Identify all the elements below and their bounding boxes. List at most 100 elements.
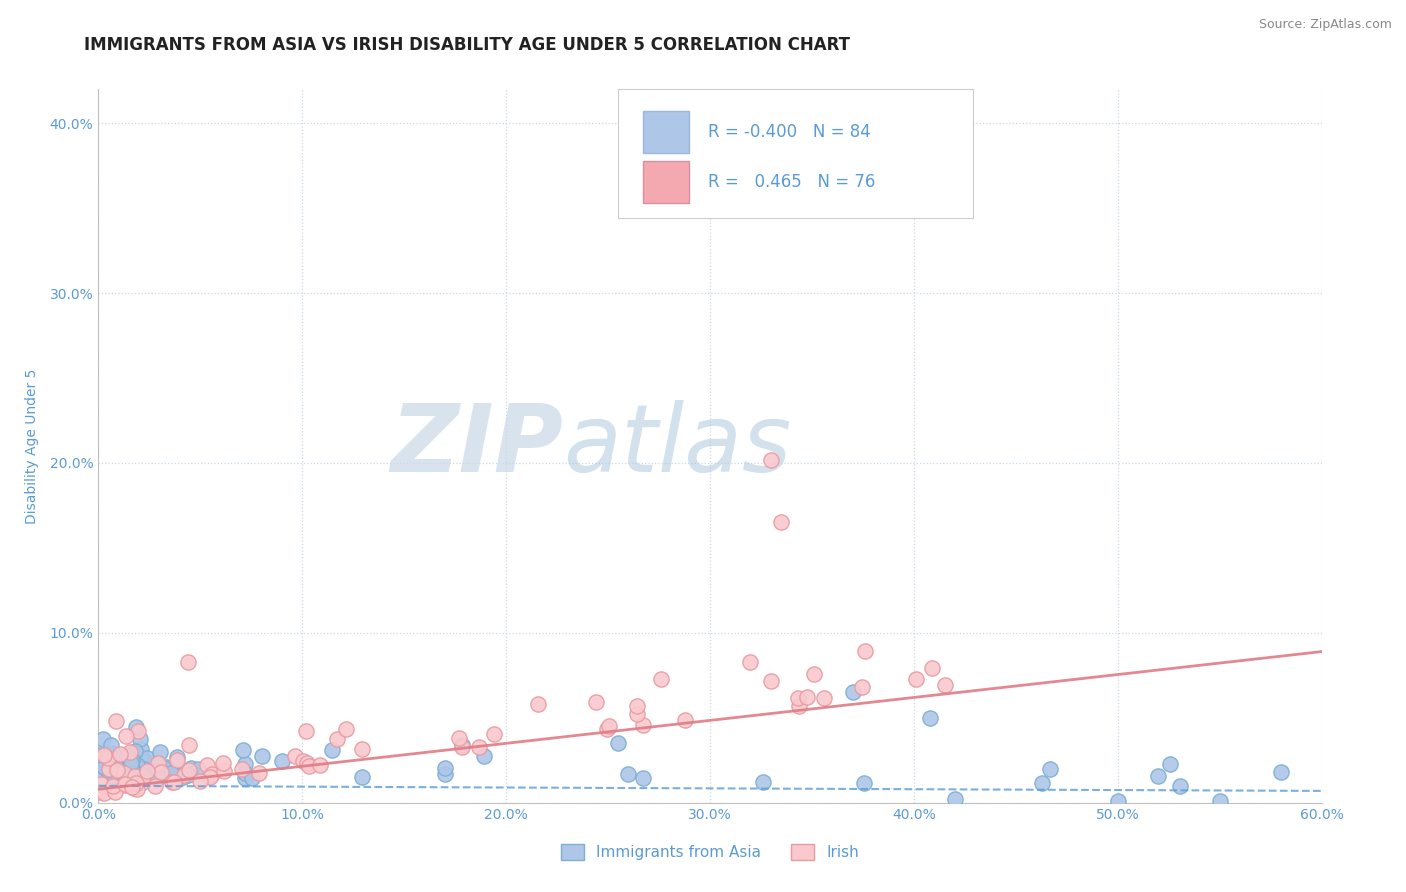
Point <box>121 753 143 767</box>
Point <box>1170 779 1192 793</box>
Point <box>905 673 928 687</box>
Point <box>160 766 183 780</box>
Point <box>841 685 863 699</box>
Point <box>107 770 129 784</box>
Point <box>650 672 672 686</box>
Point <box>127 723 149 738</box>
Point <box>606 736 628 750</box>
Point <box>250 748 273 763</box>
Point <box>121 780 143 795</box>
Point <box>115 748 138 763</box>
Point <box>796 690 818 705</box>
Text: Source: ZipAtlas.com: Source: ZipAtlas.com <box>1258 18 1392 31</box>
Point <box>107 749 129 764</box>
Point <box>484 727 506 741</box>
Point <box>321 742 343 756</box>
Point <box>232 743 254 757</box>
Text: R = -0.400   N = 84: R = -0.400 N = 84 <box>707 123 870 141</box>
Point <box>91 753 114 767</box>
Point <box>433 767 456 781</box>
Point <box>131 775 153 789</box>
Point <box>115 756 138 770</box>
Point <box>124 769 146 783</box>
Point <box>143 779 166 793</box>
Point <box>108 747 131 762</box>
Point <box>326 731 349 746</box>
Point <box>270 754 292 768</box>
Point <box>124 764 146 779</box>
Y-axis label: Disability Age Under 5: Disability Age Under 5 <box>24 368 38 524</box>
Point <box>853 644 876 658</box>
Point <box>352 770 374 784</box>
Point <box>596 722 619 736</box>
Point <box>127 767 149 781</box>
Point <box>626 698 648 713</box>
Point <box>165 766 187 780</box>
Point <box>110 759 132 773</box>
Point <box>93 759 115 773</box>
Point <box>129 748 152 763</box>
Point <box>298 759 321 773</box>
Point <box>166 753 188 767</box>
Point <box>294 723 316 738</box>
Point <box>233 772 256 786</box>
Point <box>117 748 139 763</box>
Point <box>1031 776 1053 790</box>
Point <box>451 740 474 755</box>
Point <box>177 767 200 781</box>
Point <box>97 750 120 764</box>
Point <box>148 756 170 770</box>
Point <box>920 711 942 725</box>
Point <box>921 661 943 675</box>
Point <box>177 655 200 669</box>
Point <box>699 193 721 207</box>
Point <box>1039 762 1062 776</box>
Point <box>132 770 155 784</box>
Point <box>284 749 307 764</box>
Point <box>631 771 654 785</box>
Point <box>139 768 162 782</box>
Point <box>585 695 607 709</box>
Point <box>122 780 145 795</box>
Point <box>115 729 138 743</box>
Point <box>100 738 122 752</box>
Point <box>1270 765 1292 780</box>
Point <box>163 775 186 789</box>
Point <box>240 772 263 786</box>
Point <box>127 781 149 796</box>
Point <box>308 757 330 772</box>
Point <box>292 754 315 768</box>
Point <box>451 738 474 752</box>
Point <box>433 761 456 775</box>
Point <box>118 745 141 759</box>
Point <box>752 775 775 789</box>
Point <box>789 698 811 713</box>
Point <box>120 756 142 770</box>
Point <box>761 452 783 467</box>
Point <box>93 786 115 800</box>
Point <box>115 769 138 783</box>
Point <box>143 758 166 772</box>
Point <box>770 516 793 530</box>
Point <box>813 690 835 705</box>
Point <box>89 763 111 777</box>
Point <box>626 706 648 721</box>
Point <box>101 769 124 783</box>
Point <box>114 778 136 792</box>
Legend: Immigrants from Asia, Irish: Immigrants from Asia, Irish <box>554 838 866 866</box>
Point <box>112 766 135 780</box>
Point <box>934 678 956 692</box>
Point <box>943 792 966 806</box>
Point <box>295 756 318 771</box>
Point <box>87 747 110 762</box>
Point <box>91 748 114 763</box>
Point <box>153 760 176 774</box>
Point <box>598 719 620 733</box>
Point <box>96 763 118 777</box>
Point <box>235 756 257 771</box>
Point <box>162 775 184 789</box>
Point <box>1107 794 1129 808</box>
Point <box>93 747 115 762</box>
Point <box>156 766 179 780</box>
Point <box>135 756 157 770</box>
